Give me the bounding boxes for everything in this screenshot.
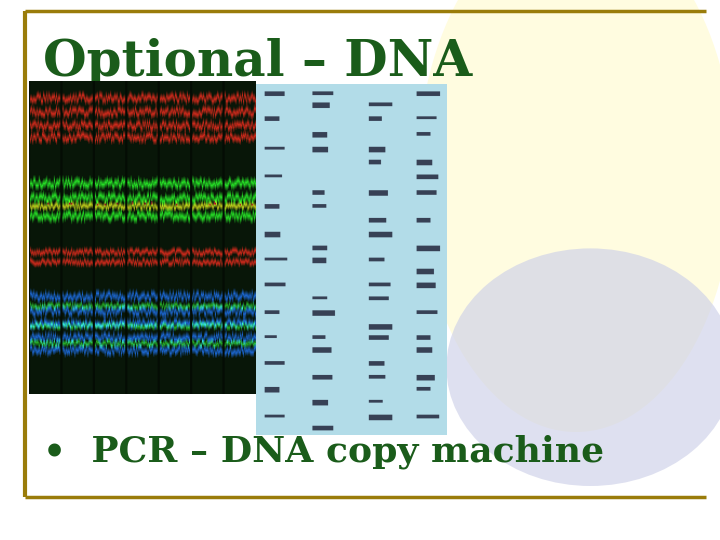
Text: Optional – DNA: Optional – DNA [43,38,472,87]
Ellipse shape [443,11,536,76]
Ellipse shape [446,248,720,486]
Text: •  PCR – DNA copy machine: • PCR – DNA copy machine [43,435,604,469]
Text: Chromatog: Chromatog [43,130,356,179]
Ellipse shape [418,0,720,432]
Ellipse shape [544,5,637,70]
